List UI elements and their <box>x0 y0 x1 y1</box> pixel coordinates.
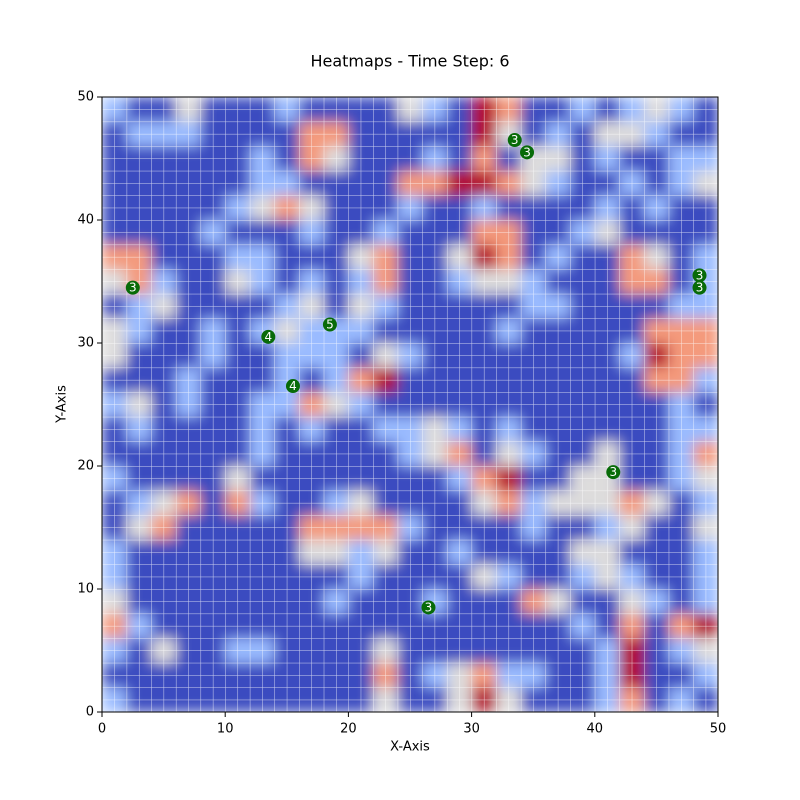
agent-label: 3 <box>523 145 531 159</box>
agent-marker <box>261 329 276 344</box>
plot-frame <box>101 96 719 713</box>
agent-label: 3 <box>129 281 137 295</box>
agent-marker <box>421 600 436 615</box>
agent-marker <box>520 145 535 160</box>
agent-marker <box>606 465 621 480</box>
agent-marker <box>692 280 707 295</box>
cell-grid <box>102 97 718 712</box>
x-tick-label: 40 <box>587 722 604 737</box>
y-tick-label: 20 <box>77 459 94 474</box>
x-axis-label: X-Axis <box>390 740 430 755</box>
agent-marker <box>692 268 707 283</box>
x-tick-label: 50 <box>710 722 727 737</box>
y-tick-label: 40 <box>77 213 94 228</box>
agent-label: 3 <box>696 268 704 282</box>
y-tick-label: 50 <box>77 90 94 105</box>
agent-label: 3 <box>696 281 704 295</box>
agent-label: 3 <box>425 600 433 614</box>
x-tick-label: 10 <box>217 722 234 737</box>
agent-marker <box>285 379 300 394</box>
agent-marker <box>322 317 337 332</box>
x-tick-label: 0 <box>98 722 106 737</box>
agent-label: 5 <box>326 318 334 332</box>
x-tick-label: 20 <box>340 722 357 737</box>
agent-marker <box>125 280 140 295</box>
agent-marker <box>507 133 522 148</box>
agent-label: 3 <box>511 133 519 147</box>
plot-area <box>102 97 718 712</box>
y-tick-label: 30 <box>77 336 94 351</box>
agent-label: 4 <box>264 330 272 344</box>
y-tick-label: 10 <box>77 582 94 597</box>
y-tick-label: 0 <box>86 705 94 720</box>
agent-label: 4 <box>289 379 297 393</box>
x-tick-label: 30 <box>463 722 480 737</box>
agent-label: 3 <box>609 465 617 479</box>
chart-title: Heatmaps - Time Step: 6 <box>310 52 509 71</box>
y-axis-label: Y-Axis <box>55 385 70 424</box>
